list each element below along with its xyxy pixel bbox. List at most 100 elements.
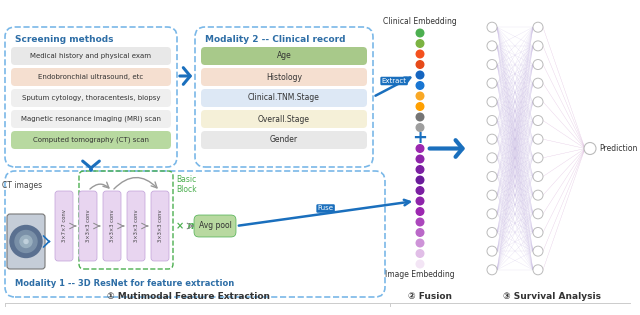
Circle shape [416,229,424,236]
Circle shape [416,124,424,131]
Circle shape [487,246,497,256]
FancyBboxPatch shape [55,191,73,261]
Circle shape [487,227,497,238]
Text: Modality 2 -- Clinical record: Modality 2 -- Clinical record [205,35,346,44]
FancyBboxPatch shape [201,110,367,128]
Circle shape [533,97,543,107]
Circle shape [416,71,424,79]
FancyBboxPatch shape [201,68,367,86]
Text: Basic
Block: Basic Block [176,175,196,194]
Text: CT images: CT images [2,181,42,190]
Circle shape [533,190,543,200]
Circle shape [487,134,497,144]
Text: ① Mutimodal Feature Extraction: ① Mutimodal Feature Extraction [108,292,270,301]
Circle shape [416,187,424,194]
Circle shape [533,60,543,70]
Circle shape [416,29,424,37]
Text: Screening methods: Screening methods [15,35,113,44]
Circle shape [10,226,42,257]
Text: × n: × n [176,221,195,231]
Text: Extract: Extract [381,78,406,84]
Circle shape [487,153,497,163]
Circle shape [533,22,543,32]
Circle shape [416,218,424,226]
Text: Clinical Embedding: Clinical Embedding [383,17,457,26]
Circle shape [416,176,424,184]
Circle shape [487,171,497,181]
Circle shape [20,236,32,248]
Circle shape [416,208,424,215]
Circle shape [416,103,424,110]
Circle shape [487,60,497,70]
Circle shape [533,134,543,144]
Text: ③ Survival Analysis: ③ Survival Analysis [502,292,601,301]
FancyBboxPatch shape [195,27,373,167]
FancyBboxPatch shape [5,27,177,167]
Circle shape [533,116,543,125]
FancyBboxPatch shape [11,110,171,128]
Circle shape [487,78,497,88]
FancyBboxPatch shape [201,89,367,107]
Circle shape [416,50,424,58]
FancyBboxPatch shape [127,191,145,261]
Circle shape [416,113,424,121]
Text: Endobronchial ultrasound, etc: Endobronchial ultrasound, etc [38,74,143,80]
FancyBboxPatch shape [103,191,121,261]
Circle shape [533,265,543,275]
Text: Sputum cytology, thoracentesis, biopsy: Sputum cytology, thoracentesis, biopsy [22,95,160,101]
Text: Modality 1 -- 3D ResNet for feature extraction: Modality 1 -- 3D ResNet for feature extr… [15,279,234,288]
Circle shape [533,209,543,219]
Circle shape [487,41,497,51]
Circle shape [15,231,37,253]
Text: 3×3×3 conv: 3×3×3 conv [134,210,138,242]
Text: Age: Age [276,51,291,60]
Text: +: + [413,129,428,147]
FancyBboxPatch shape [11,68,171,86]
Circle shape [533,153,543,163]
Circle shape [487,22,497,32]
Text: Magnetic resonance imaging (MRI) scan: Magnetic resonance imaging (MRI) scan [21,116,161,122]
FancyBboxPatch shape [151,191,169,261]
Circle shape [416,40,424,47]
Text: Histology: Histology [266,72,302,82]
Text: Prediction: Prediction [599,144,637,153]
Circle shape [416,260,424,268]
Text: 3×7×7 conv: 3×7×7 conv [61,209,67,243]
FancyBboxPatch shape [201,47,367,65]
Circle shape [416,92,424,100]
FancyBboxPatch shape [194,215,236,237]
Text: Fuse: Fuse [317,205,333,211]
Text: Avg pool: Avg pool [198,221,232,231]
Circle shape [416,145,424,152]
FancyBboxPatch shape [11,89,171,107]
Circle shape [416,250,424,257]
FancyBboxPatch shape [11,47,171,65]
Text: Image Embedding: Image Embedding [385,270,455,279]
Text: Gender: Gender [270,135,298,145]
Circle shape [487,97,497,107]
Circle shape [487,265,497,275]
Circle shape [584,142,596,154]
Text: ② Fusion: ② Fusion [408,292,452,301]
FancyBboxPatch shape [79,191,97,261]
Text: 3×3×3 conv: 3×3×3 conv [109,210,115,242]
Circle shape [24,239,28,243]
Text: 3×3×3 conv: 3×3×3 conv [157,210,163,242]
Circle shape [533,227,543,238]
Circle shape [416,61,424,68]
Text: 3×3×3 conv: 3×3×3 conv [86,210,90,242]
Circle shape [533,171,543,181]
Text: Computed tomography (CT) scan: Computed tomography (CT) scan [33,137,149,143]
Circle shape [487,116,497,125]
Circle shape [416,82,424,89]
Circle shape [416,166,424,173]
Text: Medical history and physical exam: Medical history and physical exam [31,53,152,59]
FancyBboxPatch shape [5,171,385,297]
Circle shape [487,209,497,219]
FancyBboxPatch shape [7,214,45,269]
Circle shape [416,239,424,247]
Text: Overall.Stage: Overall.Stage [258,114,310,123]
FancyBboxPatch shape [11,131,171,149]
Circle shape [487,190,497,200]
FancyBboxPatch shape [201,131,367,149]
